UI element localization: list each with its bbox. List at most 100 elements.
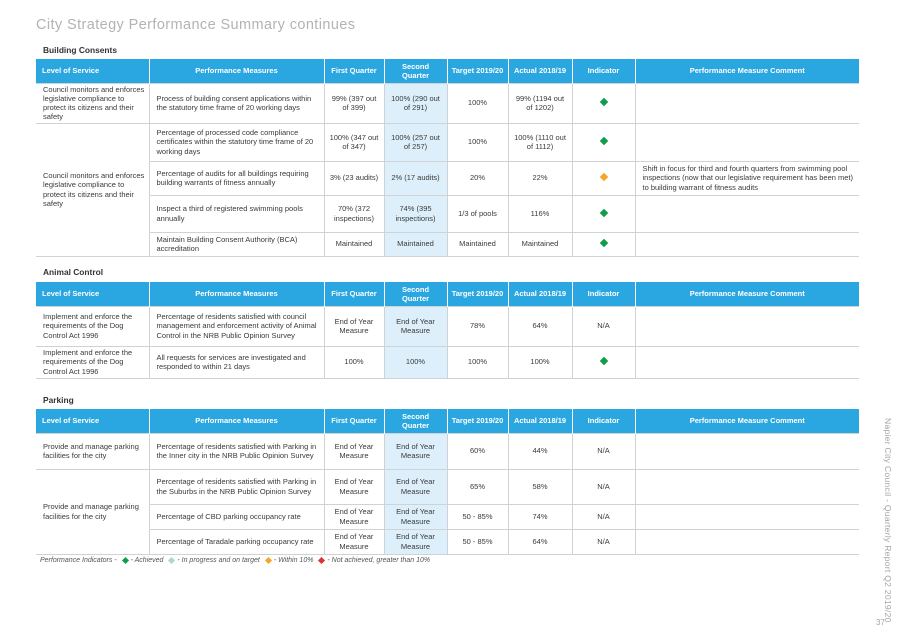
report-side-caption: Napier City Council - Quarterly Report Q… — [883, 418, 893, 623]
actual-cell: 100% (1110 out of 1112) — [508, 122, 573, 162]
legend-within: - Within 10% — [273, 557, 314, 564]
indicator-cell: N/A — [572, 528, 636, 555]
indicator-cell — [572, 194, 636, 233]
target-cell: 78% — [447, 305, 509, 347]
header-comment: Performance Measure Comment — [635, 409, 859, 433]
header-level-of-service: Level of Service — [36, 59, 150, 83]
table-row: Council monitors and enforces legislativ… — [36, 122, 859, 257]
header-first-quarter: First Quarter — [324, 282, 385, 306]
second-quarter-cell: 100% (290 out of 291) — [384, 82, 448, 124]
performance-measure-cell: Maintain Building Consent Authority (BCA… — [149, 231, 325, 257]
actual-cell: 22% — [508, 160, 573, 196]
performance-measure-cell: Percentage of CBD parking occupancy rate — [149, 503, 325, 530]
header-level-of-service: Level of Service — [36, 409, 150, 433]
second-quarter-cell: End of Year Measure — [384, 528, 448, 555]
second-quarter-cell: End of Year Measure — [384, 305, 448, 347]
comment-cell — [635, 305, 859, 347]
second-quarter-cell: 74% (395 inspections) — [384, 194, 448, 233]
actual-cell: 58% — [508, 468, 573, 505]
header-target: Target 2019/20 — [447, 282, 509, 306]
actual-cell: 44% — [508, 432, 573, 470]
level-of-service-cell: Provide and manage parking facilities fo… — [36, 432, 150, 470]
table-row: Percentage of Taradale parking occupancy… — [36, 528, 859, 555]
actual-cell: 64% — [508, 528, 573, 555]
comment-cell: Shift in focus for third and fourth quar… — [635, 160, 859, 196]
first-quarter-cell: 70% (372 inspections) — [324, 194, 385, 233]
table-header-row: Level of Service Performance Measures Fi… — [36, 282, 859, 306]
level-of-service-cell: Provide and manage parking facilities fo… — [36, 468, 150, 555]
actual-cell: 116% — [508, 194, 573, 233]
target-cell: 100% — [447, 82, 509, 124]
comment-cell — [635, 194, 859, 233]
indicator-cell: N/A — [572, 305, 636, 347]
achieved-indicator-icon — [599, 357, 608, 366]
indicator-cell — [572, 122, 636, 162]
header-indicator: Indicator — [572, 59, 636, 83]
second-quarter-cell: 100% — [384, 345, 448, 379]
performance-measure-cell: Process of building consent applications… — [149, 82, 325, 124]
table-row: Provide and manage parking facilities fo… — [36, 432, 859, 470]
in-progress-indicator-icon — [168, 556, 176, 564]
header-performance-measures: Performance Measures — [149, 409, 325, 433]
indicator-cell: N/A — [572, 468, 636, 505]
comment-cell — [635, 468, 859, 505]
indicator-cell — [572, 82, 636, 124]
target-cell: 1/3 of pools — [447, 194, 509, 233]
actual-cell: Maintained — [508, 231, 573, 257]
table-row: Inspect a third of registered swimming p… — [36, 194, 859, 233]
header-comment: Performance Measure Comment — [635, 282, 859, 306]
header-first-quarter: First Quarter — [324, 59, 385, 83]
second-quarter-cell: Maintained — [384, 231, 448, 257]
comment-cell — [635, 345, 859, 379]
target-cell: 100% — [447, 345, 509, 379]
table-row: Provide and manage parking facilities fo… — [36, 468, 859, 555]
table-row: Percentage of CBD parking occupancy rate… — [36, 503, 859, 530]
header-second-quarter: Second Quarter — [384, 59, 448, 83]
indicator-cell — [572, 160, 636, 196]
first-quarter-cell: 100% (347 out of 347) — [324, 122, 385, 162]
comment-cell — [635, 528, 859, 555]
target-cell: Maintained — [447, 231, 509, 257]
header-target: Target 2019/20 — [447, 59, 509, 83]
header-indicator: Indicator — [572, 409, 636, 433]
indicator-cell: N/A — [572, 503, 636, 530]
performance-measure-cell: Percentage of residents satisfied with P… — [149, 468, 325, 505]
level-of-service-cell: Implement and enforce the requirements o… — [36, 345, 150, 379]
table-row: Council monitors and enforces legislativ… — [36, 82, 859, 124]
indicator-cell — [572, 345, 636, 379]
second-quarter-cell: 2% (17 audits) — [384, 160, 448, 196]
header-level-of-service: Level of Service — [36, 282, 150, 306]
table-header-row: Level of Service Performance Measures Fi… — [36, 59, 859, 83]
first-quarter-cell: End of Year Measure — [324, 305, 385, 347]
actual-cell: 100% — [508, 345, 573, 379]
building-consents-table: Level of Service Performance Measures Fi… — [36, 59, 859, 257]
level-of-service-cell: Council monitors and enforces legislativ… — [36, 122, 150, 257]
header-performance-measures: Performance Measures — [149, 282, 325, 306]
legend-achieved: - Achieved — [130, 557, 164, 564]
first-quarter-cell: End of Year Measure — [324, 503, 385, 530]
performance-measure-cell: Percentage of audits for all buildings r… — [149, 160, 325, 196]
parking-table: Level of Service Performance Measures Fi… — [36, 409, 859, 555]
target-cell: 50 - 85% — [447, 503, 509, 530]
performance-measure-cell: Percentage of processed code compliance … — [149, 122, 325, 162]
level-of-service-cell: Council monitors and enforces legislativ… — [36, 82, 150, 124]
comment-cell — [635, 82, 859, 124]
second-quarter-cell: End of Year Measure — [384, 503, 448, 530]
within-10-percent-indicator-icon — [599, 173, 608, 182]
table-row: Maintain Building Consent Authority (BCA… — [36, 231, 859, 257]
section-title-animal-control: Animal Control — [43, 267, 104, 277]
comment-cell — [635, 122, 859, 162]
table-row: Percentage of audits for all buildings r… — [36, 160, 859, 196]
performance-measure-cell: Percentage of residents satisfied with c… — [149, 305, 325, 347]
page-title: City Strategy Performance Summary contin… — [36, 17, 356, 33]
page-number: 37 — [876, 618, 885, 627]
section-title-building-consents: Building Consents — [43, 45, 117, 55]
animal-control-table: Level of Service Performance Measures Fi… — [36, 282, 859, 379]
first-quarter-cell: End of Year Measure — [324, 528, 385, 555]
header-target: Target 2019/20 — [447, 409, 509, 433]
legend-prefix: Performance Indicators - — [40, 557, 117, 564]
first-quarter-cell: 99% (397 out of 399) — [324, 82, 385, 124]
legend-in-progress: - In progress and on target — [177, 557, 260, 564]
performance-indicators-legend: Performance Indicators - - Achieved - In… — [40, 556, 430, 564]
indicator-cell — [572, 231, 636, 257]
